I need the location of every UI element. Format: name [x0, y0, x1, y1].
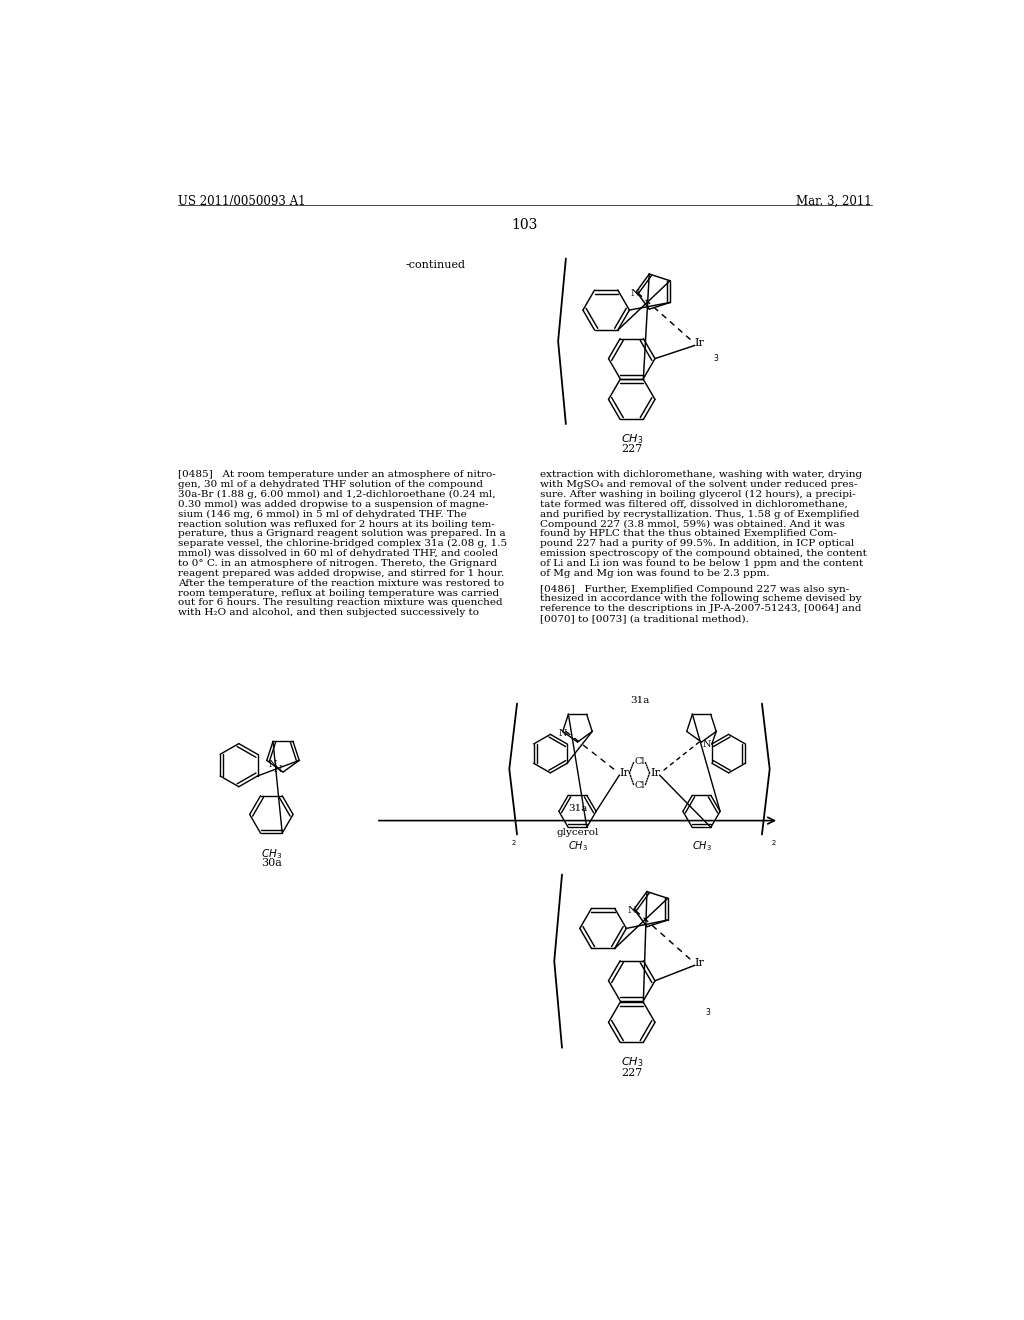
- Text: separate vessel, the chlorine-bridged complex 31a (2.08 g, 1.5: separate vessel, the chlorine-bridged co…: [178, 540, 508, 548]
- Text: After the temperature of the reaction mixture was restored to: After the temperature of the reaction mi…: [178, 578, 505, 587]
- Text: 227: 227: [622, 1068, 642, 1077]
- Text: with MgSO₄ and removal of the solvent under reduced pres-: with MgSO₄ and removal of the solvent un…: [541, 480, 858, 490]
- Text: 31a: 31a: [630, 696, 649, 705]
- Text: Mar. 3, 2011: Mar. 3, 2011: [797, 194, 872, 207]
- Text: 103: 103: [512, 218, 538, 232]
- Text: N: N: [628, 907, 637, 915]
- Text: $CH_3$: $CH_3$: [691, 840, 712, 853]
- Text: thesized in accordance with the following scheme devised by: thesized in accordance with the followin…: [541, 594, 862, 603]
- Text: perature, thus a Grignard reagent solution was prepared. In a: perature, thus a Grignard reagent soluti…: [178, 529, 506, 539]
- Text: extraction with dichloromethane, washing with water, drying: extraction with dichloromethane, washing…: [541, 470, 862, 479]
- Text: N: N: [631, 289, 639, 297]
- Text: sure. After washing in boiling glycerol (12 hours), a precipi-: sure. After washing in boiling glycerol …: [541, 490, 856, 499]
- Text: N: N: [702, 739, 711, 748]
- Text: N: N: [268, 759, 276, 768]
- Text: Cl: Cl: [634, 781, 645, 791]
- Text: tate formed was filtered off, dissolved in dichloromethane,: tate formed was filtered off, dissolved …: [541, 500, 848, 508]
- Text: and purified by recrystallization. Thus, 1.58 g of Exemplified: and purified by recrystallization. Thus,…: [541, 510, 860, 519]
- Text: N: N: [273, 764, 283, 774]
- Text: $_2$: $_2$: [771, 838, 777, 849]
- Text: Ir: Ir: [620, 768, 629, 777]
- Text: [0070] to [0073] (a traditional method).: [0070] to [0073] (a traditional method).: [541, 614, 750, 623]
- Text: found by HPLC that the thus obtained Exemplified Com-: found by HPLC that the thus obtained Exe…: [541, 529, 838, 539]
- Text: $_2$: $_2$: [511, 838, 516, 849]
- Text: gen, 30 ml of a dehydrated THF solution of the compound: gen, 30 ml of a dehydrated THF solution …: [178, 480, 483, 490]
- Text: of Li and Li ion was found to be below 1 ppm and the content: of Li and Li ion was found to be below 1…: [541, 558, 863, 568]
- Text: Ir: Ir: [650, 768, 659, 777]
- Text: $CH_3$: $CH_3$: [567, 840, 588, 853]
- Text: Cl: Cl: [634, 756, 645, 766]
- Text: to 0° C. in an atmosphere of nitrogen. Thereto, the Grignard: to 0° C. in an atmosphere of nitrogen. T…: [178, 558, 498, 568]
- Text: reference to the descriptions in JP-A-2007-51243, [0064] and: reference to the descriptions in JP-A-20…: [541, 605, 862, 614]
- Text: Compound 227 (3.8 mmol, 59%) was obtained. And it was: Compound 227 (3.8 mmol, 59%) was obtaine…: [541, 520, 845, 528]
- Text: pound 227 had a purity of 99.5%. In addition, in ICP optical: pound 227 had a purity of 99.5%. In addi…: [541, 540, 855, 548]
- Text: 30a-Br (1.88 g, 6.00 mmol) and 1,2-dichloroethane (0.24 ml,: 30a-Br (1.88 g, 6.00 mmol) and 1,2-dichl…: [178, 490, 496, 499]
- Text: US 2011/0050093 A1: US 2011/0050093 A1: [178, 194, 306, 207]
- Text: 30a: 30a: [261, 858, 282, 869]
- Text: reaction solution was refluxed for 2 hours at its boiling tem-: reaction solution was refluxed for 2 hou…: [178, 520, 496, 528]
- Text: [0486]   Further, Exemplified Compound 227 was also syn-: [0486] Further, Exemplified Compound 227…: [541, 585, 850, 594]
- Text: reagent prepared was added dropwise, and stirred for 1 hour.: reagent prepared was added dropwise, and…: [178, 569, 505, 578]
- Text: room temperature, reflux at boiling temperature was carried: room temperature, reflux at boiling temp…: [178, 589, 500, 598]
- Text: mmol) was dissolved in 60 ml of dehydrated THF, and cooled: mmol) was dissolved in 60 ml of dehydrat…: [178, 549, 499, 558]
- Text: $_3$: $_3$: [706, 1007, 712, 1019]
- Text: -continued: -continued: [406, 260, 466, 271]
- Text: 31a: 31a: [568, 804, 587, 813]
- Text: [0485]   At room temperature under an atmosphere of nitro-: [0485] At room temperature under an atmo…: [178, 470, 496, 479]
- Text: of Mg and Mg ion was found to be 2.3 ppm.: of Mg and Mg ion was found to be 2.3 ppm…: [541, 569, 770, 578]
- Text: Ir: Ir: [694, 958, 705, 968]
- Text: 0.30 mmol) was added dropwise to a suspension of magne-: 0.30 mmol) was added dropwise to a suspe…: [178, 500, 488, 510]
- Text: out for 6 hours. The resulting reaction mixture was quenched: out for 6 hours. The resulting reaction …: [178, 598, 503, 607]
- Text: N: N: [558, 729, 567, 738]
- Text: Ir: Ir: [694, 338, 705, 348]
- Text: 227: 227: [622, 444, 642, 454]
- Text: $CH_3$: $CH_3$: [621, 1056, 643, 1069]
- Text: $CH_3$: $CH_3$: [261, 847, 282, 861]
- Text: $CH_3$: $CH_3$: [621, 432, 643, 446]
- Text: glycerol: glycerol: [556, 829, 599, 837]
- Text: sium (146 mg, 6 mmol) in 5 ml of dehydrated THF. The: sium (146 mg, 6 mmol) in 5 ml of dehydra…: [178, 510, 467, 519]
- Text: with H₂O and alcohol, and then subjected successively to: with H₂O and alcohol, and then subjected…: [178, 609, 479, 618]
- Text: $_3$: $_3$: [713, 352, 720, 364]
- Text: emission spectroscopy of the compound obtained, the content: emission spectroscopy of the compound ob…: [541, 549, 867, 558]
